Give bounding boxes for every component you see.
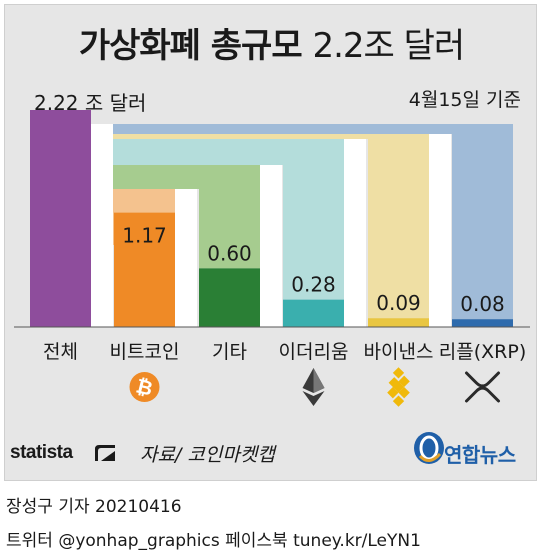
category-label-1: 비트코인 (110, 341, 180, 363)
column-gap-1 (175, 189, 197, 327)
column-gap-3 (344, 139, 366, 327)
category-label-0: 전체 (43, 341, 78, 363)
column-gap-4 (429, 134, 451, 327)
value-label-0: 2.22 조 달러 (34, 91, 146, 115)
bar-5 (452, 319, 513, 327)
value-label-1: 1.17 (122, 224, 167, 248)
title-value: 2.2조 달러 (312, 26, 465, 66)
yonhap-logo-icon (414, 432, 444, 464)
ripple-icon-bottom (465, 386, 500, 403)
credit-social: 트위터 @yonhap_graphics 페이스북 tuney.kr/LeYN1 (6, 531, 421, 551)
credit-reporter: 장성구 기자 20210416 (6, 497, 182, 517)
ripple-icon-top (465, 371, 500, 388)
ethereum-icon (302, 368, 325, 406)
bitcoin-icon-symbol: ₿ (134, 373, 156, 400)
title-main: 가상화폐 총규모 (78, 26, 303, 66)
binance-icon-corner-0 (392, 367, 405, 379)
category-label-4: 바이낸스 (364, 341, 434, 363)
bars (14, 110, 530, 328)
value-label-5: 0.08 (460, 292, 505, 316)
agency-name: 연합뉴스 (444, 443, 516, 467)
band-vertical-2 (199, 165, 260, 269)
value-label-3: 0.28 (291, 273, 336, 297)
date-note: 4월15일 기준 (409, 89, 521, 111)
bar-0 (30, 110, 91, 327)
icons: ₿ (129, 367, 500, 407)
binance-icon-corner-1 (392, 395, 405, 407)
binance-icon (387, 367, 410, 407)
bar-1 (114, 212, 175, 327)
value-label-4: 0.09 (376, 291, 421, 315)
band-vertical-4 (368, 134, 429, 319)
category-label-5: 리플(XRP) (439, 341, 526, 363)
category-label-3: 이더리움 (279, 341, 349, 363)
statista-icon (95, 445, 115, 461)
ethereum-icon-bottom (302, 391, 325, 406)
band-vertical-5 (452, 124, 513, 320)
band-horizontal-4 (111, 134, 429, 139)
bar-2 (199, 268, 260, 327)
band-horizontal-5 (111, 124, 513, 134)
bar-4 (368, 318, 429, 327)
bitcoin-icon-circle (129, 372, 160, 402)
category-label-2: 기타 (212, 341, 247, 363)
column-gap-2 (260, 165, 282, 327)
band-vertical-1 (114, 189, 175, 213)
band-vertical-3 (283, 139, 344, 300)
band-fills (91, 124, 513, 327)
statista-logo-text: statista (10, 442, 73, 463)
source-note: 자료/ 코인마켓캡 (140, 444, 275, 466)
column-gap-0 (91, 124, 113, 327)
ethereum-icon-shade (313, 368, 325, 393)
value-label-2: 0.60 (207, 241, 252, 265)
page-title: 가상화폐 총규모 2.2조 달러 (0, 18, 543, 67)
bitcoin-icon: ₿ (129, 372, 160, 402)
bar-3 (283, 299, 344, 327)
ripple-icon (465, 371, 500, 403)
